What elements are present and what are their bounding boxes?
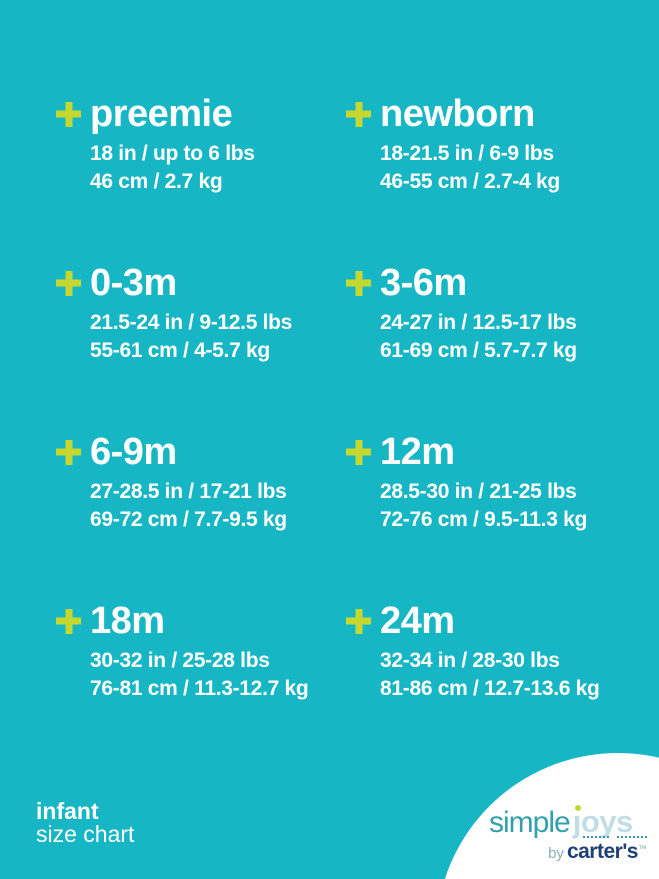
size-label: preemie <box>90 93 233 135</box>
plus-icon <box>346 102 371 127</box>
dotless-j: ȷ <box>572 804 582 839</box>
size-imperial: 18 in / up to 6 lbs <box>90 142 255 165</box>
size-label: 0-3m <box>90 262 177 304</box>
size-cell-12m: 12m 28.5-30 in / 21-25 lbs 72-76 cm / 9.… <box>346 432 600 601</box>
size-imperial: 21.5-24 in / 9-12.5 lbs <box>90 311 293 334</box>
size-title-row: preemie <box>56 94 346 134</box>
size-label: 24m <box>380 600 455 642</box>
plus-icon <box>346 440 371 465</box>
size-cell-0-3m: 0-3m 21.5-24 in / 9-12.5 lbs 55-61 cm / … <box>56 263 346 432</box>
plus-icon <box>346 609 371 634</box>
size-title-row: 12m <box>346 432 600 472</box>
size-title-row: 3-6m <box>346 263 600 303</box>
size-title-row: 18m <box>56 601 346 641</box>
size-title-row: 6-9m <box>56 432 346 472</box>
logo-by-text: by <box>548 845 564 862</box>
size-imperial: 28.5-30 in / 21-25 lbs <box>380 480 577 503</box>
logo-j-letter: ȷ <box>572 804 582 839</box>
size-title-row: 24m <box>346 601 600 641</box>
size-title-row: newborn <box>346 94 600 134</box>
size-cell-24m: 24m 32-34 in / 28-30 lbs 81-86 cm / 12.7… <box>346 601 600 770</box>
size-cell-6-9m: 6-9m 27-28.5 in / 17-21 lbs 69-72 cm / 7… <box>56 432 346 601</box>
size-imperial: 24-27 in / 12.5-17 lbs <box>380 311 577 334</box>
logo-joys-text: ȷ oys <box>572 804 647 839</box>
size-grid: preemie 18 in / up to 6 lbs 46 cm / 2.7 … <box>56 94 600 770</box>
j-dot-icon <box>574 805 581 811</box>
size-metric: 55-61 cm / 4-5.7 kg <box>90 339 270 362</box>
plus-icon <box>346 271 371 296</box>
size-title-row: 0-3m <box>56 263 346 303</box>
size-label: newborn <box>380 93 535 135</box>
size-metric: 69-72 cm / 7.7-9.5 kg <box>90 508 287 531</box>
plus-icon <box>56 271 81 296</box>
chart-category-label: infant <box>36 798 99 824</box>
size-metric: 76-81 cm / 11.3-12.7 kg <box>90 677 309 700</box>
size-imperial: 18-21.5 in / 6-9 lbs <box>380 142 554 165</box>
size-metric: 46-55 cm / 2.7-4 kg <box>380 170 560 193</box>
dotted-underline-icon <box>616 836 647 838</box>
size-imperial: 30-32 in / 25-28 lbs <box>90 649 270 672</box>
logo-brand-text: carter's <box>566 840 639 863</box>
plus-icon <box>56 102 81 127</box>
plus-icon <box>56 609 81 634</box>
brand-logo: simple ȷ oys by carter's™ <box>489 804 647 864</box>
size-label: 18m <box>90 600 165 642</box>
dotted-underline-icon <box>582 836 609 838</box>
logo-oys-letters: oys <box>580 804 633 839</box>
size-metric: 46 cm / 2.7 kg <box>90 170 223 193</box>
size-cell-18m: 18m 30-32 in / 25-28 lbs 76-81 cm / 11.3… <box>56 601 346 770</box>
size-imperial: 32-34 in / 28-30 lbs <box>380 649 560 672</box>
logo-wordmark: simple ȷ oys <box>489 804 647 839</box>
size-metric: 61-69 cm / 5.7-7.7 kg <box>380 339 577 362</box>
size-label: 3-6m <box>380 262 467 304</box>
footer-caption: infant size chart <box>36 800 134 846</box>
logo-byline: by carter's™ <box>489 840 647 864</box>
size-cell-newborn: newborn 18-21.5 in / 6-9 lbs 46-55 cm / … <box>346 94 600 263</box>
size-cell-3-6m: 3-6m 24-27 in / 12.5-17 lbs 61-69 cm / 5… <box>346 263 600 432</box>
size-label: 12m <box>380 431 455 473</box>
plus-icon <box>56 440 81 465</box>
trademark-symbol: ™ <box>638 843 647 854</box>
logo-simple-text: simple <box>489 806 571 839</box>
size-imperial: 27-28.5 in / 17-21 lbs <box>90 480 287 503</box>
chart-type-label: size chart <box>36 821 135 847</box>
size-metric: 72-76 cm / 9.5-11.3 kg <box>380 508 588 531</box>
size-cell-preemie: preemie 18 in / up to 6 lbs 46 cm / 2.7 … <box>56 94 346 263</box>
size-metric: 81-86 cm / 12.7-13.6 kg <box>380 677 600 700</box>
size-label: 6-9m <box>90 431 177 473</box>
